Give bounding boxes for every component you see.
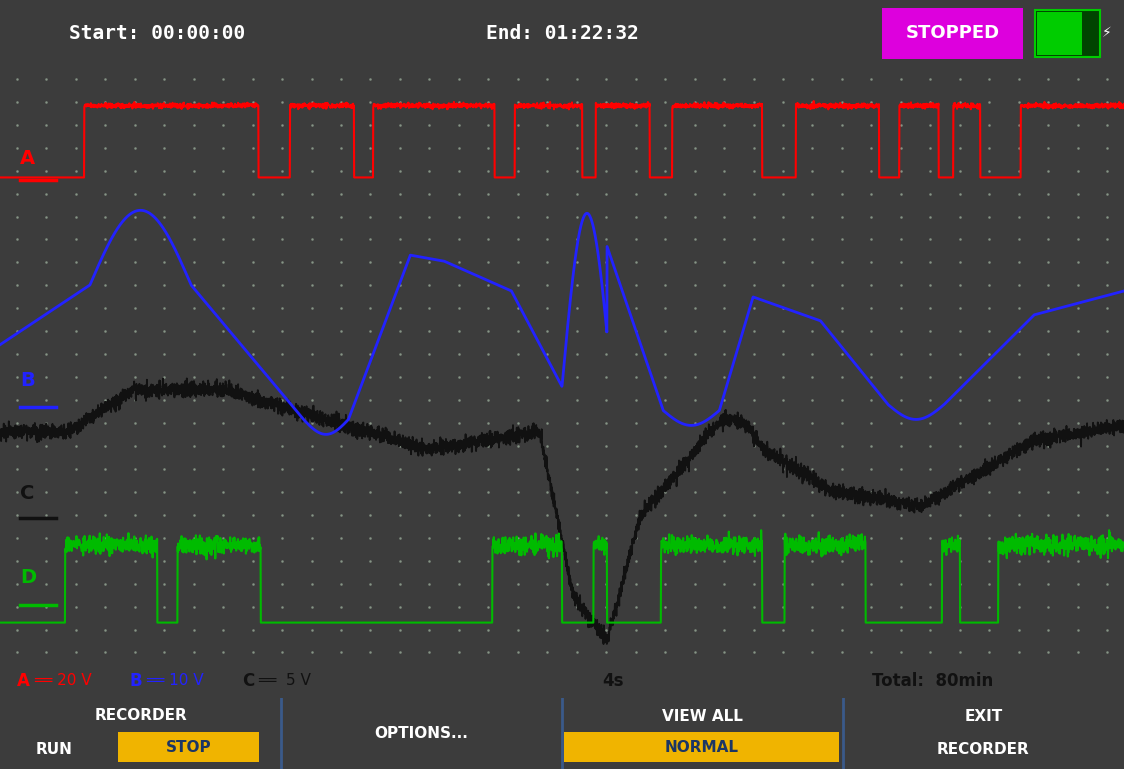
Text: STOPPED: STOPPED [906, 25, 1000, 42]
Text: Start: 00:00:00: Start: 00:00:00 [70, 24, 245, 43]
Text: A: A [20, 149, 35, 168]
Text: C: C [242, 671, 254, 690]
Text: D: D [20, 568, 36, 587]
Text: RECORDER: RECORDER [94, 708, 187, 724]
Text: End: 01:22:32: End: 01:22:32 [486, 24, 638, 43]
Text: ══ 10 V: ══ 10 V [146, 673, 203, 688]
Text: Total:  80min: Total: 80min [872, 671, 994, 690]
Text: B: B [129, 671, 142, 690]
Text: ══ 20 V: ══ 20 V [34, 673, 91, 688]
Text: ⚡: ⚡ [1103, 26, 1112, 41]
Text: B: B [20, 371, 35, 390]
FancyBboxPatch shape [118, 732, 259, 762]
Text: VIEW ALL: VIEW ALL [662, 709, 743, 724]
Text: ══  5 V: ══ 5 V [259, 673, 311, 688]
Text: 4s: 4s [601, 671, 624, 690]
FancyBboxPatch shape [882, 8, 1023, 59]
Text: EXIT: EXIT [964, 709, 1003, 724]
FancyBboxPatch shape [1035, 10, 1100, 57]
Text: RUN: RUN [36, 741, 72, 757]
Text: A: A [17, 671, 29, 690]
FancyBboxPatch shape [1037, 12, 1082, 55]
Text: STOP: STOP [166, 740, 211, 754]
Text: OPTIONS...: OPTIONS... [374, 726, 469, 741]
Text: C: C [20, 484, 35, 503]
FancyBboxPatch shape [564, 732, 839, 762]
Text: RECORDER: RECORDER [937, 741, 1030, 757]
Text: NORMAL: NORMAL [664, 740, 738, 754]
